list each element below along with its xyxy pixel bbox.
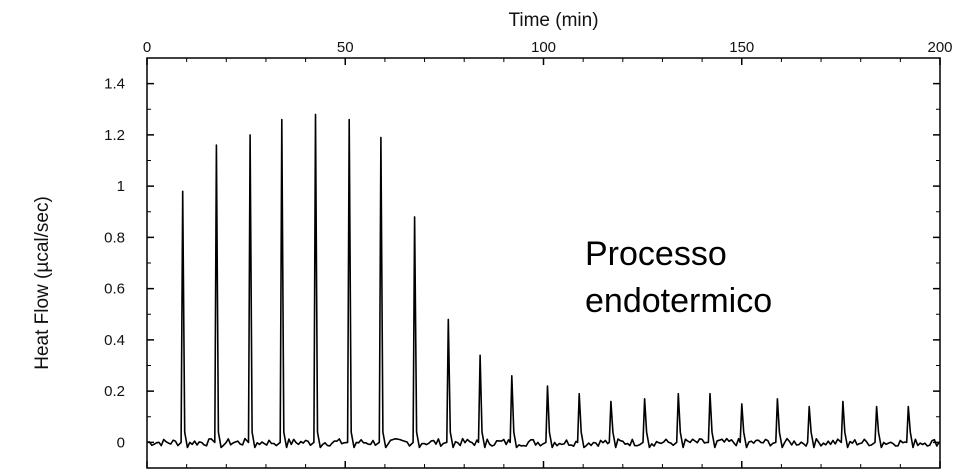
y-tick-label: 0.6	[104, 281, 125, 298]
y-tick-label: 1	[117, 178, 125, 195]
x-tick-label: 100	[531, 39, 556, 56]
y-tick-label: 0.8	[104, 229, 125, 246]
x-tick-label: 0	[143, 39, 151, 56]
y-tick-label: 0	[117, 434, 125, 451]
y-axis-ticks: 0 0.2 0.4 0.6 0.8 1 1.2 1.4	[104, 76, 940, 469]
x-tick-label: 150	[729, 39, 754, 56]
y-axis-title: Heat Flow (µcal/sec)	[32, 196, 53, 370]
y-tick-label: 0.2	[104, 383, 125, 400]
y-tick-label: 1.2	[104, 127, 125, 144]
y-tick-label: 0.4	[104, 332, 125, 349]
annotation-line-1: Processo	[585, 235, 727, 273]
y-tick-label: 1.4	[104, 76, 125, 93]
x-tick-label: 50	[337, 39, 354, 56]
x-axis-ticks: 0 50 100 150 200	[143, 39, 953, 468]
heat-flow-series-line	[146, 113, 940, 449]
annotation-line-2: endotermico	[585, 282, 772, 320]
plot-frame	[146, 57, 941, 469]
x-axis-title: Time (min)	[508, 10, 598, 31]
x-tick-label: 200	[927, 39, 952, 56]
